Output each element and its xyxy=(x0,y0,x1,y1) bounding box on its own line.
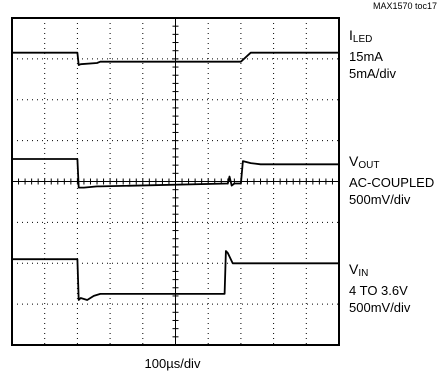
vout-scale: 500mV/div xyxy=(349,192,411,207)
iled-value: 15mA xyxy=(349,49,383,64)
iled-name: ILED xyxy=(349,27,373,45)
vin-range: 4 TO 3.6V xyxy=(349,283,408,298)
iled-scale: 5mA/div xyxy=(349,66,396,81)
vout-coupling: AC-COUPLED xyxy=(349,175,435,190)
plot-frame xyxy=(11,17,340,346)
trace-vin xyxy=(12,250,339,301)
trace-vout xyxy=(12,158,339,189)
figure-reference: MAX1570 toc17 xyxy=(372,1,437,11)
iled-label: ILED 15mA 5mA/div xyxy=(349,27,396,82)
vout-label: VOUT AC-COUPLED 500mV/div xyxy=(349,153,434,208)
vin-name: VIN xyxy=(349,261,369,279)
time-scale-label: 100µs/div xyxy=(144,356,201,371)
vin-label: VIN 4 TO 3.6V 500mV/div xyxy=(349,261,410,316)
trace-iled xyxy=(12,51,339,66)
vin-scale: 500mV/div xyxy=(349,300,411,315)
scope-traces xyxy=(12,51,339,301)
vout-name: VOUT xyxy=(349,153,380,171)
scope-grid xyxy=(11,17,340,346)
